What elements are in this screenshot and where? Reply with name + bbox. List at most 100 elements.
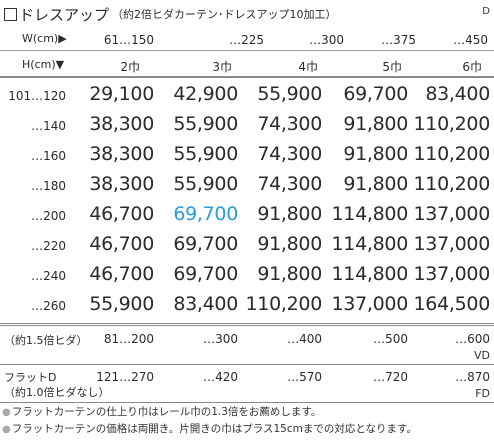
product-code-d: D <box>482 6 490 17</box>
width-header-row: W(cm)▶ 61…150 …225 …300 …375 …450 <box>0 28 494 51</box>
height-header-label: H(cm)▼ <box>22 58 65 71</box>
price-cell: 38,300 <box>89 173 154 195</box>
price-cell: 137,000 <box>331 293 409 315</box>
bullet-icon: ● <box>2 407 11 418</box>
price-cell: 55,900 <box>257 83 322 105</box>
price-cell: 114,800 <box>331 203 409 225</box>
vd-label: （約1.5倍ヒダ） <box>4 334 88 347</box>
vd-width-range: …500 <box>373 332 408 346</box>
fd-width-range: 121…270 <box>96 370 154 384</box>
table-row: …260 55,900 83,400 110,200 137,000 164,5… <box>0 290 494 320</box>
vd-width-range: …400 <box>287 332 322 346</box>
table-row: …220 46,700 69,700 91,800 114,800 137,00… <box>0 230 494 260</box>
price-cell: 74,300 <box>257 143 322 165</box>
price-cell: 114,800 <box>331 263 409 285</box>
panel-count: 2巾 <box>120 60 140 74</box>
height-range: …160 <box>31 149 66 163</box>
table-row: …240 46,700 69,700 91,800 114,800 137,00… <box>0 260 494 290</box>
width-range: 61…150 <box>103 33 154 47</box>
table-row: …200 46,700 69,700 91,800 114,800 137,00… <box>0 200 494 230</box>
vd-width-range: …300 <box>203 332 238 346</box>
vd-width-range: …600 <box>455 332 490 346</box>
price-cell: 83,400 <box>425 83 490 105</box>
price-cell: 46,700 <box>89 263 154 285</box>
price-cell: 91,800 <box>343 143 408 165</box>
width-header-label: W(cm)▶ <box>22 32 67 45</box>
table-row: …180 38,300 55,900 74,300 91,800 110,200 <box>0 170 494 200</box>
height-range: …180 <box>31 179 66 193</box>
price-cell: 91,800 <box>257 203 322 225</box>
price-cell: 110,200 <box>413 173 491 195</box>
height-header-row: H(cm)▼ 2巾 3巾 4巾 5巾 6巾 <box>0 52 494 78</box>
price-cell: 29,100 <box>89 83 154 105</box>
note-item: ●フラットカーテンの価格は両開き。片開きの巾はプラス15cmまでの対応となります… <box>2 421 417 438</box>
note-text: フラットカーテンの価格は両開き。片開きの巾はプラス15cmまでの対応となります。 <box>11 423 417 435</box>
width-range: …300 <box>309 33 344 47</box>
panel-count: 3巾 <box>212 60 232 74</box>
width-range: …225 <box>229 33 264 47</box>
price-cell: 110,200 <box>413 113 491 135</box>
price-cell: 69,700 <box>343 83 408 105</box>
price-cell: 46,700 <box>89 233 154 255</box>
price-cell: 55,900 <box>173 173 238 195</box>
price-cell: 164,500 <box>413 293 491 315</box>
fd-code: FD <box>475 387 490 400</box>
price-cell: 74,300 <box>257 173 322 195</box>
price-cell: 55,900 <box>173 113 238 135</box>
price-cell: 38,300 <box>89 113 154 135</box>
height-range: …140 <box>31 119 66 133</box>
fd-label: フラットD <box>4 371 57 384</box>
price-cell: 91,800 <box>257 233 322 255</box>
panel-count: 6巾 <box>462 60 482 74</box>
price-cell: 91,800 <box>257 263 322 285</box>
panel-count: 4巾 <box>298 60 318 74</box>
vd-code: VD <box>474 349 490 362</box>
title-main: ドレスアップ <box>19 5 110 24</box>
price-cell-highlighted: 69,700 <box>173 203 238 225</box>
height-range: …200 <box>31 209 66 223</box>
page-title: ドレスアップ （約2倍ヒダカーテン･ドレスアップ10加工） <box>4 4 337 24</box>
price-cell: 38,300 <box>89 143 154 165</box>
price-cell: 83,400 <box>173 293 238 315</box>
table-row: …140 38,300 55,900 74,300 91,800 110,200 <box>0 110 494 140</box>
price-cell: 110,200 <box>245 293 323 315</box>
price-cell: 42,900 <box>173 83 238 105</box>
price-cell: 91,800 <box>343 113 408 135</box>
fd-width-range: …870 <box>455 370 490 384</box>
price-cell: 69,700 <box>173 263 238 285</box>
section-divider <box>0 402 494 403</box>
note-item: ●フラットカーテンの仕上り巾はレール巾の1.3倍をお薦めします。 <box>2 404 417 421</box>
fd-width-range: …420 <box>203 370 238 384</box>
height-range: …220 <box>31 239 66 253</box>
footnotes: ●フラットカーテンの仕上り巾はレール巾の1.3倍をお薦めします。 ●フラットカー… <box>2 404 417 438</box>
fd-width-range: …570 <box>287 370 322 384</box>
height-range: …260 <box>31 299 66 313</box>
price-cell: 137,000 <box>413 203 491 225</box>
table-row: …160 38,300 55,900 74,300 91,800 110,200 <box>0 140 494 170</box>
price-cell: 137,000 <box>413 263 491 285</box>
width-range: …375 <box>381 33 416 47</box>
price-cell: 74,300 <box>257 113 322 135</box>
price-cell: 69,700 <box>173 233 238 255</box>
table-row: 101…120 29,100 42,900 55,900 69,700 83,4… <box>0 80 494 110</box>
height-range: …240 <box>31 269 66 283</box>
checkbox-icon <box>4 7 17 21</box>
fd-width-range: …720 <box>373 370 408 384</box>
note-text: フラットカーテンの仕上り巾はレール巾の1.3倍をお薦めします。 <box>11 406 322 418</box>
price-cell: 55,900 <box>89 293 154 315</box>
panel-count: 5巾 <box>382 60 402 74</box>
height-range: 101…120 <box>8 89 66 103</box>
price-cell: 46,700 <box>89 203 154 225</box>
price-cell: 55,900 <box>173 143 238 165</box>
vd-width-range: 81…200 <box>103 332 154 346</box>
fd-sublabel: （約1.0倍ヒダなし） <box>4 386 110 399</box>
price-cell: 110,200 <box>413 143 491 165</box>
title-subtitle: （約2倍ヒダカーテン･ドレスアップ10加工） <box>112 8 337 21</box>
price-cell: 137,000 <box>413 233 491 255</box>
width-range: …450 <box>453 33 488 47</box>
section-divider <box>0 364 494 365</box>
price-cell: 91,800 <box>343 173 408 195</box>
section-divider <box>0 323 494 326</box>
price-cell: 114,800 <box>331 233 409 255</box>
bullet-icon: ● <box>2 424 11 435</box>
